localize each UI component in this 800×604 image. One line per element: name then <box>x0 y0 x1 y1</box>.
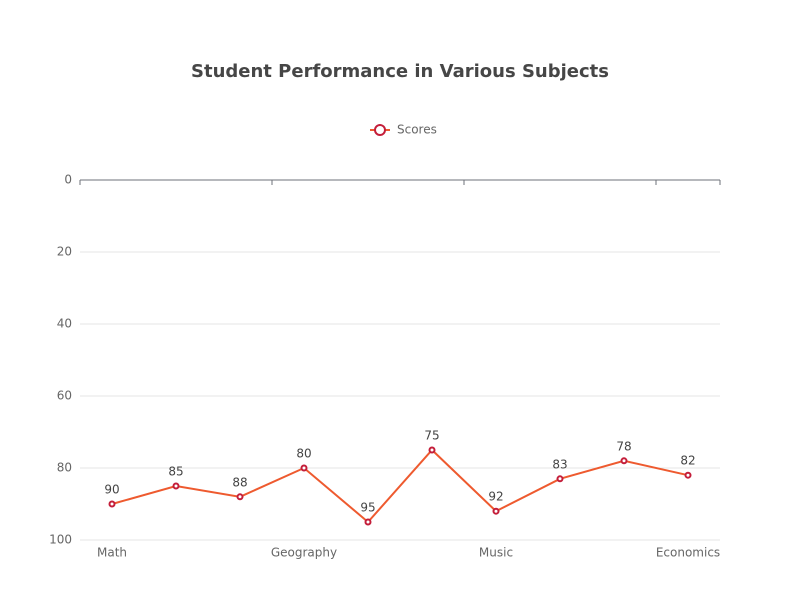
point <box>236 493 244 501</box>
x-tick-label: Geography <box>271 546 337 560</box>
x-tick-label: Music <box>479 546 513 560</box>
data-label: 88 <box>232 475 247 489</box>
x-tick-label: Math <box>97 546 127 560</box>
point <box>492 507 500 515</box>
point <box>300 464 308 472</box>
y-tick-label: 0 <box>64 173 72 187</box>
point <box>684 471 692 479</box>
chart-title: Student Performance in Various Subjects <box>191 61 609 82</box>
point <box>428 446 436 454</box>
y-tick-label: 100 <box>49 533 72 547</box>
data-label: 75 <box>424 429 439 443</box>
y-tick-label: 80 <box>57 461 72 475</box>
data-label: 80 <box>296 447 311 461</box>
y-tick-label: 20 <box>57 245 72 259</box>
point <box>172 482 180 490</box>
point <box>364 518 372 526</box>
legend-label: Scores <box>397 123 437 137</box>
data-label: 83 <box>552 457 567 471</box>
data-label: 95 <box>360 501 375 515</box>
y-tick-label: 40 <box>57 317 72 331</box>
line <box>111 448 689 524</box>
x-tick-label: Economics <box>656 546 720 560</box>
point <box>556 475 564 483</box>
data-label: 92 <box>488 490 503 504</box>
point <box>108 500 116 508</box>
data-label: 85 <box>168 465 183 479</box>
y-tick-label: 60 <box>57 389 72 403</box>
data-label: 82 <box>680 454 695 468</box>
data-label: 78 <box>616 439 631 453</box>
point <box>620 457 628 465</box>
legend-marker <box>374 124 386 136</box>
data-label: 90 <box>104 483 119 497</box>
